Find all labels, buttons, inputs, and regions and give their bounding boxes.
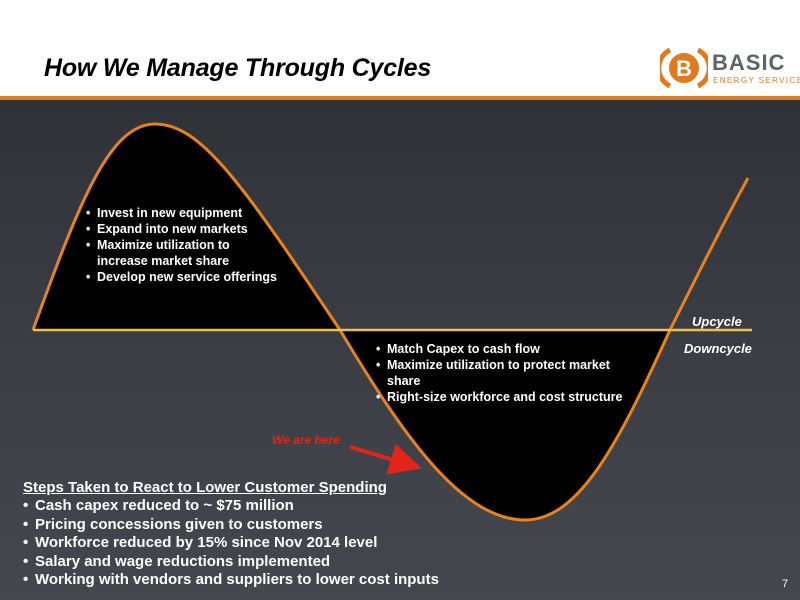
- here-arrow: [349, 443, 422, 475]
- upcycle-actions-list: Invest in new equipment Expand into new …: [86, 205, 346, 285]
- upcycle-action: Develop new service offerings: [86, 269, 346, 285]
- step-item: Pricing concessions given to customers: [23, 516, 439, 535]
- step-item: Salary and wage reductions implemented: [23, 553, 439, 572]
- step-item: Cash capex reduced to ~ $75 million: [23, 497, 439, 516]
- logo-tagline: ENERGY SERVICES: [713, 76, 800, 85]
- upcycle-label: Upcycle: [692, 314, 742, 329]
- upcycle-action: Expand into new markets: [86, 221, 346, 237]
- downcycle-action: Match Capex to cash flow: [376, 341, 676, 357]
- logo-wordmark: BASIC: [712, 50, 786, 75]
- downcycle-action: Maximize utilization to protect market s…: [376, 357, 642, 389]
- upcycle-action: Invest in new equipment: [86, 205, 346, 221]
- downcycle-label: Downcycle: [684, 341, 752, 356]
- downcycle-action: Right-size workforce and cost structure: [376, 389, 676, 405]
- company-logo: B BASIC ENERGY SERVICES: [656, 46, 800, 90]
- step-item: Workforce reduced by 15% since Nov 2014 …: [23, 534, 439, 553]
- steps-list: Cash capex reduced to ~ $75 million Pric…: [23, 497, 439, 590]
- step-item: Working with vendors and suppliers to lo…: [23, 571, 439, 590]
- logo-b-icon: B: [656, 47, 712, 89]
- steps-title: Steps Taken to React to Lower Customer S…: [23, 479, 387, 496]
- page-number: 7: [782, 578, 789, 590]
- slide-title: How We Manage Through Cycles: [44, 54, 432, 82]
- slide-header: How We Manage Through Cycles B BASIC ENE…: [0, 0, 800, 100]
- upcycle-action: Maximize utilization to increase market …: [86, 237, 267, 269]
- we-are-here-label: We are here: [272, 433, 340, 447]
- steps-section: Steps Taken to React to Lower Customer S…: [23, 478, 439, 590]
- logo-letter: B: [676, 56, 692, 81]
- downcycle-actions-list: Match Capex to cash flow Maximize utiliz…: [376, 341, 676, 405]
